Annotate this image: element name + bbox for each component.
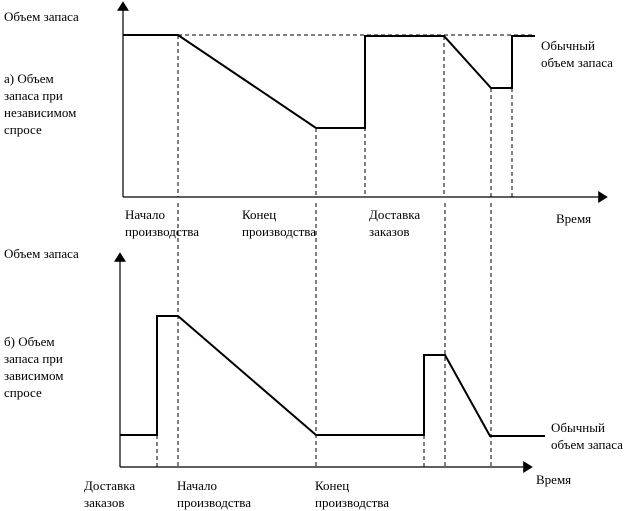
bottom-event-label-production-end: Конец производства [315, 478, 390, 510]
top-chart [117, 1, 608, 203]
top-side-label: а) Объем запаса при независимом спросе [4, 71, 77, 137]
top-event-dashes [177, 35, 513, 197]
bottom-normal-level-label: Обычный объем запаса [551, 420, 623, 452]
bottom-event-label-order-delivery: Доставка заказов [84, 478, 136, 510]
top-inventory-line [123, 34, 535, 129]
bottom-event-label-production-start: Начало производства [177, 478, 252, 510]
top-event-label-production-end: Конец производства [242, 207, 317, 239]
top-normal-level-label: Обычный объем запаса [541, 38, 613, 70]
bottom-y-axis-label: Объем запаса [4, 246, 79, 261]
top-event-label-order-delivery: Доставка заказов [369, 207, 421, 239]
bottom-x-axis-label: Время [536, 472, 572, 487]
bottom-side-label: б) Объем запаса при зависимом спросе [4, 334, 64, 400]
top-x-axis-label: Время [556, 211, 592, 226]
top-event-label-production-start: Начало производства [125, 207, 200, 239]
bottom-chart [114, 203, 545, 473]
bottom-event-dashes [156, 203, 492, 467]
bottom-inventory-line [120, 315, 545, 437]
top-y-axis-label: Объем запаса [4, 9, 79, 24]
